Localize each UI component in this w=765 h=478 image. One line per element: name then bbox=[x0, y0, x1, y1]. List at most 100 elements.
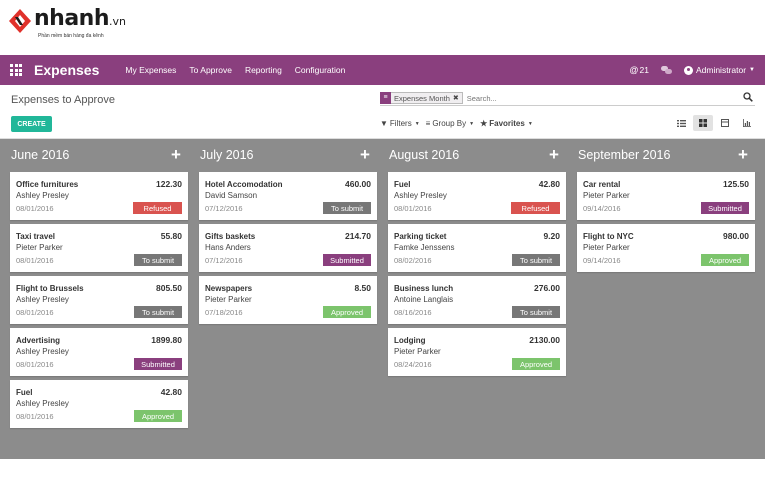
expense-date: 07/12/2016 bbox=[205, 204, 243, 213]
kanban-view-icon bbox=[699, 119, 707, 127]
kanban-column: September 2016 + bbox=[567, 139, 748, 170]
menu-to-approve[interactable]: To Approve bbox=[189, 65, 232, 75]
search-icon[interactable] bbox=[743, 92, 753, 102]
chat-button[interactable] bbox=[660, 66, 672, 74]
app-title[interactable]: Expenses bbox=[34, 62, 100, 78]
menu-configuration[interactable]: Configuration bbox=[294, 65, 346, 75]
expense-card[interactable]: Car rental 125.50 Pieter Parker 09/14/2016 S… bbox=[577, 172, 755, 220]
search-input[interactable] bbox=[466, 93, 755, 103]
notifications-button[interactable]: @ 21 bbox=[629, 65, 649, 75]
expense-amount: 122.30 bbox=[156, 179, 182, 189]
filters-row: ▼ Filters ▼ ≡ Group By ▼ ★ Favorites ▼ bbox=[380, 119, 539, 128]
groupby-dropdown[interactable]: ≡ Group By ▼ bbox=[426, 119, 474, 128]
at-icon: @ bbox=[629, 65, 639, 75]
footer bbox=[0, 459, 765, 478]
control-panel: Expenses to Approve CREATE ≡ Expenses Mo… bbox=[0, 85, 765, 139]
status-badge: Approved bbox=[134, 410, 182, 422]
favorites-dropdown[interactable]: ★ Favorites ▼ bbox=[480, 119, 533, 128]
star-icon: ★ bbox=[480, 119, 488, 128]
expense-amount: 214.70 bbox=[345, 231, 371, 241]
status-badge: Submitted bbox=[323, 254, 371, 266]
status-badge: To submit bbox=[323, 202, 371, 214]
filters-dropdown[interactable]: ▼ Filters ▼ bbox=[380, 119, 420, 128]
column-title: June 2016 bbox=[11, 147, 70, 162]
expense-card[interactable]: Office furnitures 122.30 Ashley Presley 08/… bbox=[10, 172, 188, 220]
column-header: September 2016 + bbox=[567, 139, 755, 170]
add-card-icon[interactable]: + bbox=[738, 144, 748, 164]
status-badge: Approved bbox=[323, 306, 371, 318]
view-switcher bbox=[669, 115, 757, 131]
graph-view-button[interactable] bbox=[737, 115, 757, 131]
expense-date: 08/01/2016 bbox=[16, 308, 54, 317]
expense-card[interactable]: Fuel 42.80 Ashley Presley 08/01/2016 Refused bbox=[388, 172, 566, 220]
add-card-icon[interactable]: + bbox=[360, 144, 370, 164]
user-name: Administrator bbox=[695, 65, 747, 75]
add-card-icon[interactable]: + bbox=[171, 144, 181, 164]
expense-date: 08/02/2016 bbox=[394, 256, 432, 265]
topbar-right: @ 21 Administrator ▼ bbox=[617, 55, 755, 85]
expense-card[interactable]: Taxi travel 55.80 Pieter Parker 08/01/2016 T… bbox=[10, 224, 188, 272]
logo-tagline: Phần mềm bán hàng đa kênh bbox=[38, 33, 104, 39]
kanban-view-button[interactable] bbox=[693, 115, 713, 131]
expense-name: Flight to Brussels bbox=[16, 284, 84, 293]
menu-my-expenses[interactable]: My Expenses bbox=[125, 65, 177, 75]
avatar bbox=[683, 65, 693, 75]
expense-card[interactable]: Hotel Accomodation 460.00 David Samson 07/1… bbox=[199, 172, 377, 220]
employee-name: Famke Jenssens bbox=[394, 243, 455, 252]
expense-card[interactable]: Gifts baskets 214.70 Hans Anders 07/12/2016… bbox=[199, 224, 377, 272]
create-button[interactable]: CREATE bbox=[11, 116, 52, 132]
groupby-label: Group By bbox=[432, 119, 467, 128]
expense-name: Gifts baskets bbox=[205, 232, 256, 241]
caret-down-icon: ▼ bbox=[469, 120, 475, 127]
expense-card[interactable]: Parking ticket 9.20 Famke Jenssens 08/02/20… bbox=[388, 224, 566, 272]
caret-down-icon: ▼ bbox=[749, 67, 755, 73]
employee-name: Pieter Parker bbox=[16, 243, 63, 252]
list-view-icon bbox=[676, 119, 686, 127]
employee-name: Ashley Presley bbox=[16, 399, 69, 408]
expense-card[interactable]: Business lunch 276.00 Antoine Langlais 08/1… bbox=[388, 276, 566, 324]
expense-amount: 276.00 bbox=[534, 283, 560, 293]
status-badge: Submitted bbox=[701, 202, 749, 214]
expense-amount: 980.00 bbox=[723, 231, 749, 241]
expense-name: Lodging bbox=[394, 336, 426, 345]
expense-card[interactable]: Advertising 1899.80 Ashley Presley 08/01/20… bbox=[10, 328, 188, 376]
calendar-view-button[interactable] bbox=[715, 115, 735, 131]
expense-date: 08/01/2016 bbox=[16, 412, 54, 421]
expense-card[interactable]: Newspapers 8.50 Pieter Parker 07/18/2016 App… bbox=[199, 276, 377, 324]
expense-card[interactable]: Flight to NYC 980.00 Pieter Parker 09/14/20… bbox=[577, 224, 755, 272]
status-badge: Approved bbox=[701, 254, 749, 266]
expense-amount: 9.20 bbox=[543, 231, 560, 241]
status-badge: To submit bbox=[134, 254, 182, 266]
menu-reporting[interactable]: Reporting bbox=[244, 65, 282, 75]
expense-name: Taxi travel bbox=[16, 232, 55, 241]
expense-amount: 42.80 bbox=[538, 179, 560, 189]
expense-name: Hotel Accomodation bbox=[205, 180, 283, 189]
add-card-icon[interactable]: + bbox=[549, 144, 559, 164]
employee-name: Pieter Parker bbox=[394, 347, 441, 356]
expense-card[interactable]: Lodging 2130.00 Pieter Parker 08/24/2016 App… bbox=[388, 328, 566, 376]
chat-icon bbox=[660, 66, 672, 74]
expense-date: 08/24/2016 bbox=[394, 360, 432, 369]
expense-name: Fuel bbox=[16, 388, 33, 397]
expense-date: 07/12/2016 bbox=[205, 256, 243, 265]
list-view-button[interactable] bbox=[671, 115, 691, 131]
employee-name: Pieter Parker bbox=[583, 243, 630, 252]
top-navbar: Expenses My Expenses To Approve Reportin… bbox=[0, 55, 765, 85]
expense-amount: 460.00 bbox=[345, 179, 371, 189]
breadcrumb: Expenses to Approve bbox=[11, 94, 115, 106]
expense-date: 09/14/2016 bbox=[583, 204, 621, 213]
expense-amount: 55.80 bbox=[160, 231, 182, 241]
remove-facet-icon[interactable]: ✖ bbox=[452, 95, 459, 102]
user-menu[interactable]: Administrator ▼ bbox=[683, 65, 755, 75]
expense-card[interactable]: Flight to Brussels 805.50 Ashley Presley 08… bbox=[10, 276, 188, 324]
filters-label: Filters bbox=[389, 119, 412, 128]
search-facet: ≡ Expenses Month ✖ bbox=[380, 91, 463, 104]
search-box[interactable]: ≡ Expenses Month ✖ bbox=[380, 91, 755, 106]
status-badge: To submit bbox=[512, 306, 560, 318]
expense-amount: 1899.80 bbox=[151, 335, 182, 345]
expense-card[interactable]: Fuel 42.80 Ashley Presley 08/01/2016 Approve… bbox=[10, 380, 188, 428]
apps-grid-icon[interactable] bbox=[10, 64, 22, 76]
group-by-icon: ≡ bbox=[380, 91, 391, 104]
expense-amount: 125.50 bbox=[723, 179, 749, 189]
caret-down-icon: ▼ bbox=[527, 120, 533, 127]
